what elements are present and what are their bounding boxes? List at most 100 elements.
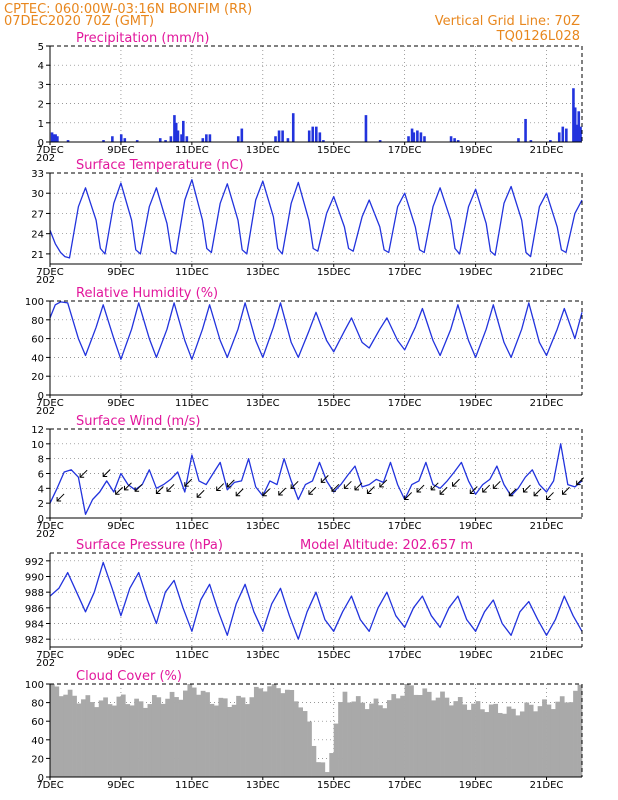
precip-bar bbox=[529, 140, 533, 142]
wind-arrow bbox=[452, 478, 460, 487]
wind-arrowhead bbox=[262, 491, 267, 497]
x-tick-label: 15DEC bbox=[317, 267, 351, 278]
precip-bar bbox=[419, 132, 423, 142]
wind-arrow bbox=[469, 486, 478, 494]
wind-arrow bbox=[115, 486, 123, 495]
cloud-bar bbox=[364, 709, 370, 777]
wind-arrowhead bbox=[308, 490, 313, 495]
wind-arrow bbox=[508, 488, 517, 497]
wind-arrowhead bbox=[533, 491, 539, 497]
wind-arrowhead bbox=[469, 489, 475, 495]
cloud-bar bbox=[426, 691, 432, 777]
precip-bar bbox=[517, 138, 520, 142]
wind-arrow bbox=[416, 484, 425, 493]
precip-bar bbox=[66, 140, 70, 142]
cloud-bar bbox=[409, 685, 414, 777]
cloud-bar bbox=[107, 704, 113, 777]
x-tick-label: 19DEC bbox=[459, 521, 493, 532]
precip-bar bbox=[274, 136, 277, 142]
clipped-year-label: 202 bbox=[36, 529, 55, 540]
cloud-bar bbox=[85, 695, 91, 777]
cloud-bar bbox=[151, 695, 157, 777]
y-tick-label: 40 bbox=[31, 353, 44, 364]
y-tick-label: 10 bbox=[31, 440, 44, 451]
x-tick-label: 21DEC bbox=[530, 267, 564, 278]
x-tick-label: 7DEC bbox=[36, 521, 63, 532]
x-tick-label: 21DEC bbox=[530, 398, 564, 409]
x-tick-label: 9DEC bbox=[107, 145, 134, 156]
wind-arrow bbox=[562, 486, 570, 495]
cloud-bar bbox=[546, 704, 552, 777]
cloud-bar bbox=[222, 698, 228, 777]
cloud-bar bbox=[183, 690, 188, 777]
cloud-bar bbox=[497, 712, 503, 777]
wind-arrow bbox=[354, 482, 363, 491]
wind-arrowhead bbox=[290, 484, 296, 489]
wind-arrow bbox=[184, 478, 193, 487]
cloud-bar bbox=[174, 697, 179, 777]
rh-title: Relative Humidity (%) bbox=[76, 286, 218, 301]
cloud-bar bbox=[324, 772, 330, 777]
x-tick-label: 19DEC bbox=[459, 650, 493, 661]
x-tick-label: 13DEC bbox=[246, 398, 280, 409]
panel-rh: 0 20 40 60 80 100 7DEC 9DEC 11DEC 13DEC 15DEC 17DEC… bbox=[25, 286, 583, 417]
cloud-bar bbox=[449, 705, 454, 777]
x-tick-label: 11DEC bbox=[175, 521, 209, 532]
wind-arrow bbox=[533, 488, 542, 497]
x-tick-label: 7DEC bbox=[36, 145, 63, 156]
x-tick-label: 11DEC bbox=[175, 267, 209, 278]
cloud-bar bbox=[422, 688, 428, 777]
wind-arrowhead bbox=[576, 480, 581, 486]
cloud-bar bbox=[533, 711, 538, 777]
cloud-bar bbox=[293, 701, 299, 777]
cloud-bar bbox=[76, 703, 82, 777]
wind-arrow bbox=[523, 484, 531, 493]
cloud-bar bbox=[50, 684, 55, 777]
precip-bar bbox=[176, 130, 180, 142]
precip-bar bbox=[281, 130, 284, 142]
wind-title: Surface Wind (m/s) bbox=[76, 414, 200, 429]
cloud-bar bbox=[577, 684, 583, 777]
y-tick-label: 20 bbox=[31, 754, 44, 765]
cloud-bar bbox=[178, 699, 184, 777]
cloud-bar bbox=[103, 697, 108, 777]
temp-series-line bbox=[49, 179, 583, 259]
cloud-bar bbox=[236, 695, 241, 777]
wind-arrowhead bbox=[196, 493, 202, 498]
cloud-bar bbox=[564, 702, 569, 777]
cloud-bar bbox=[311, 745, 317, 777]
clipped-year-label: 202 bbox=[36, 406, 55, 417]
y-tick-label: 100 bbox=[25, 680, 44, 691]
cloud-bar bbox=[511, 708, 516, 777]
wind-arrow bbox=[226, 479, 235, 488]
wind-arrowhead bbox=[184, 482, 189, 487]
precip-title: Precipitation (mm/h) bbox=[76, 31, 209, 46]
wind-arrow bbox=[124, 482, 132, 491]
precip-bar bbox=[557, 132, 561, 142]
y-tick-label: 30 bbox=[31, 189, 44, 200]
y-tick-label: 4 bbox=[38, 484, 44, 495]
header-grid-line: Vertical Grid Line: 70Z bbox=[435, 14, 580, 29]
cloud-bar bbox=[355, 696, 361, 777]
x-tick-label: 19DEC bbox=[459, 145, 493, 156]
precip-bar bbox=[453, 138, 456, 142]
y-tick-label: 27 bbox=[31, 209, 44, 220]
header: CPTEC: 060:00W-03:16N BONFIM (RR) 07DEC2… bbox=[4, 2, 580, 44]
y-tick-label: 20 bbox=[31, 372, 44, 383]
cloud-bar bbox=[351, 701, 357, 777]
wind-arrowhead bbox=[226, 482, 232, 488]
cloud-bar bbox=[271, 684, 277, 777]
cloud-bar bbox=[484, 712, 490, 777]
wind-arrowhead bbox=[354, 485, 360, 491]
cloud-title: Cloud Cover (%) bbox=[76, 669, 182, 684]
wind-arrowhead bbox=[331, 487, 336, 492]
x-tick-label: 13DEC bbox=[246, 650, 280, 661]
wind-arrow bbox=[278, 487, 287, 496]
y-tick-label: 1 bbox=[38, 119, 44, 130]
x-tick-label: 21DEC bbox=[530, 145, 564, 156]
x-tick-label: 19DEC bbox=[459, 398, 493, 409]
cloud-bar bbox=[240, 697, 246, 777]
cloud-bar bbox=[329, 753, 335, 777]
